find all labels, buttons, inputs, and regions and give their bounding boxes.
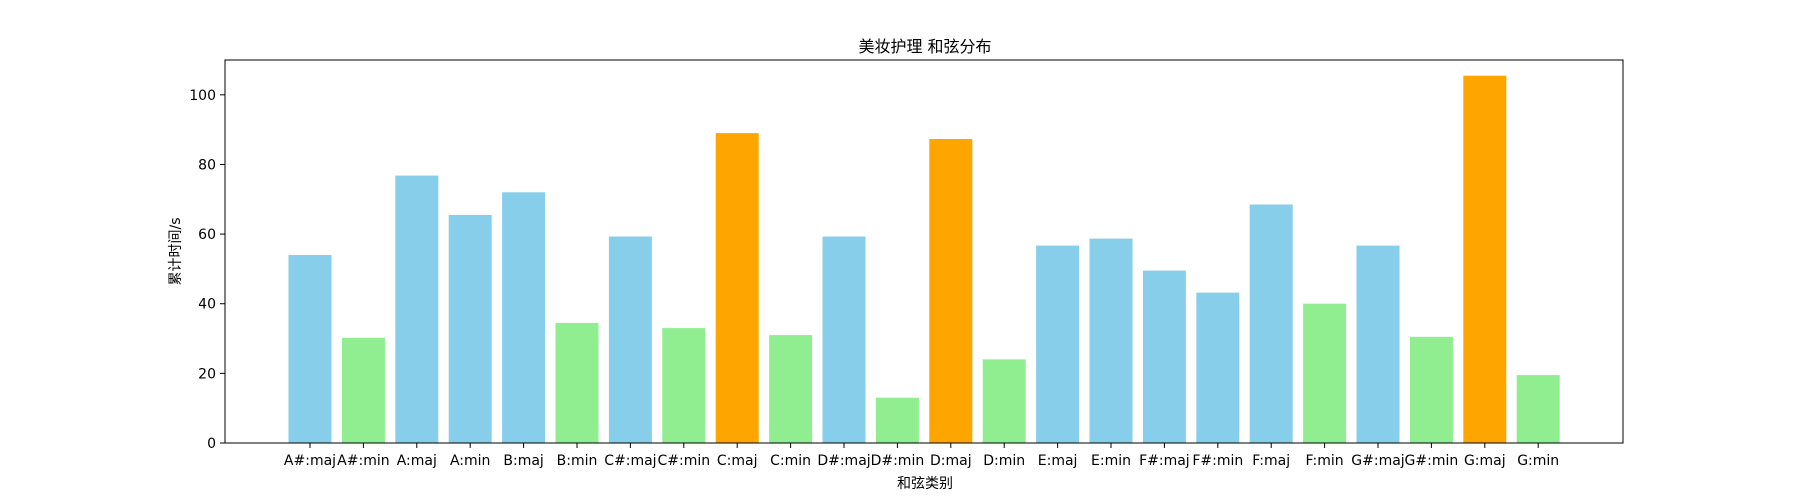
- bar-D#:maj: [822, 236, 866, 443]
- x-tick-label: A:min: [450, 453, 490, 469]
- x-tick-label: D#:maj: [817, 453, 870, 469]
- x-tick-label: D:min: [983, 453, 1025, 469]
- x-tick-label: C#:min: [657, 453, 710, 469]
- bar-A:min: [448, 214, 492, 443]
- x-tick-label: C:maj: [717, 453, 758, 469]
- y-tick-label: 100: [189, 88, 216, 104]
- y-tick-label: 0: [207, 436, 216, 452]
- x-tick-label: G#:min: [1405, 453, 1459, 469]
- plot-frame: [224, 59, 1624, 444]
- bar-D:maj: [929, 139, 973, 443]
- x-tick-label: G:min: [1517, 453, 1559, 469]
- bar-D:min: [982, 359, 1026, 443]
- bar-G:min: [1516, 375, 1560, 443]
- bar-C:min: [769, 335, 813, 443]
- x-tick-label: G#:maj: [1351, 453, 1404, 469]
- x-tick-label: B:maj: [503, 453, 543, 469]
- y-tick-label: 60: [198, 227, 216, 243]
- bar-F#:maj: [1142, 270, 1186, 443]
- bar-A:maj: [395, 175, 439, 443]
- bars-group: [288, 75, 1560, 443]
- x-tick-label: A#:maj: [284, 453, 336, 469]
- bar-A#:min: [341, 337, 385, 443]
- y-tick-label: 40: [198, 297, 216, 313]
- x-tick-label: E:min: [1091, 453, 1131, 469]
- bar-E:maj: [1036, 245, 1080, 443]
- x-axis: A#:maj A#:min A:maj A:min B:maj B:min C#:maj C#…: [284, 443, 1559, 469]
- bar-E:min: [1089, 238, 1133, 443]
- x-tick-label: F#:min: [1192, 453, 1243, 469]
- x-tick-label: D:maj: [930, 453, 972, 469]
- chart-title: 美妆护理 和弦分布: [858, 37, 991, 56]
- bar-B:min: [555, 322, 599, 443]
- bar-G:maj: [1463, 75, 1507, 443]
- y-axis: 0 20 40 60 80 100: [189, 88, 225, 452]
- y-axis-title: 累计时间/s: [168, 217, 184, 285]
- x-tick-label: E:maj: [1038, 453, 1078, 469]
- x-tick-label: D#:min: [871, 453, 925, 469]
- bar-F:maj: [1249, 204, 1293, 443]
- bar-F:min: [1303, 303, 1347, 443]
- bar-D#:min: [875, 397, 919, 443]
- x-tick-label: F#:maj: [1139, 453, 1190, 469]
- x-tick-label: F:min: [1306, 453, 1344, 469]
- y-tick-label: 80: [198, 157, 216, 173]
- x-tick-label: A:maj: [397, 453, 437, 469]
- bar-C#:min: [662, 328, 706, 443]
- x-tick-label: B:min: [557, 453, 598, 469]
- x-tick-label: F:maj: [1252, 453, 1290, 469]
- bar-G#:min: [1409, 336, 1453, 443]
- x-tick-label: G:maj: [1464, 453, 1506, 469]
- y-tick-label: 20: [198, 366, 216, 382]
- bar-C:maj: [715, 133, 759, 443]
- bar-A#:maj: [288, 255, 332, 443]
- bar-B:maj: [502, 192, 546, 443]
- x-tick-label: C:min: [770, 453, 811, 469]
- bar-C#:maj: [608, 236, 652, 443]
- x-tick-label: C#:maj: [604, 453, 656, 469]
- bar-G#:maj: [1356, 245, 1400, 443]
- x-axis-title: 和弦类别: [897, 476, 953, 492]
- x-tick-label: A#:min: [337, 453, 389, 469]
- bar-F#:min: [1196, 292, 1240, 443]
